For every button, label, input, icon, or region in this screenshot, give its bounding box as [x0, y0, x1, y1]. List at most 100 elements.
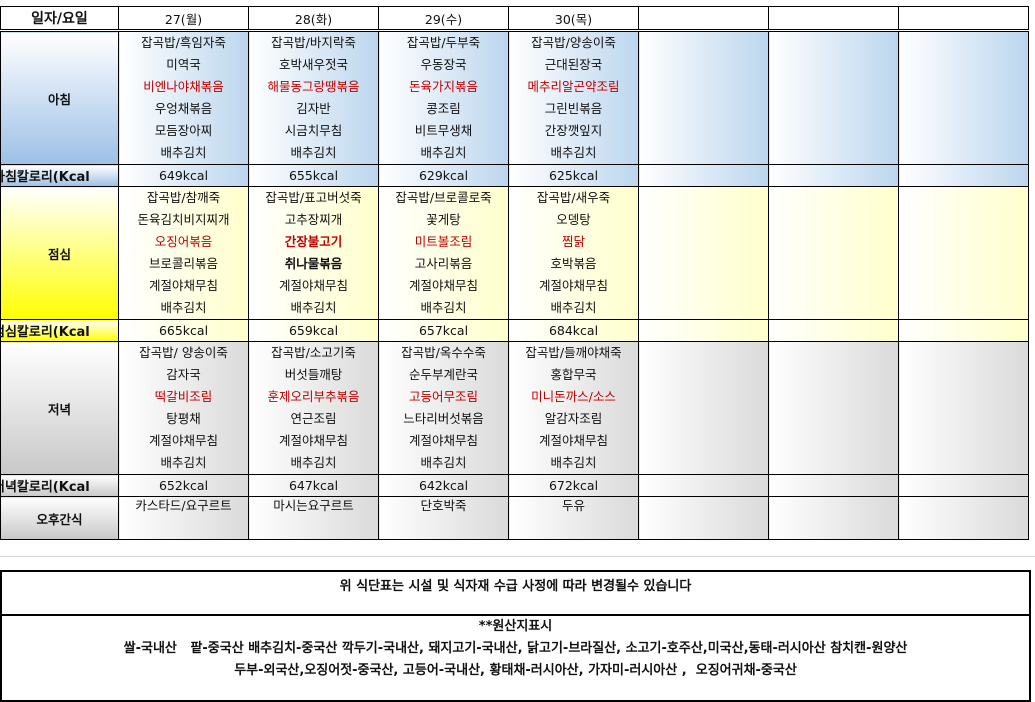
notice-text: 위 식단표는 시설 및 식자재 수급 사정에 따라 변경될수 있습니다: [339, 579, 692, 594]
day-header[interactable]: 29(수): [378, 6, 509, 32]
menu-item: 잡곡밥/참깨죽: [146, 190, 221, 205]
snack-cell[interactable]: 두유: [508, 496, 639, 540]
lunch-calorie-cell[interactable]: 665kcal: [118, 319, 249, 342]
menu-item: 호박볶음: [550, 256, 597, 271]
menu-item: 알감자조림: [544, 411, 603, 426]
breakfast-menu-cell[interactable]: 잡곡밥/양송이죽 근대된장국 메추리알곤약조림 그린빈볶음 간장깻잎지 배추김치: [508, 30, 639, 165]
snack-item: 마시는요구르트: [273, 498, 354, 513]
snack-cell[interactable]: 단호박죽: [378, 496, 509, 540]
breakfast-menu-cell[interactable]: 잡곡밥/흑임자죽 미역국 비엔나야채볶음 우엉채볶음 모듬장아찌 배추김치: [118, 30, 249, 165]
lunch-calorie-cell[interactable]: [638, 319, 769, 342]
dinner-calorie-cell[interactable]: [768, 474, 899, 497]
dinner-menu-cell[interactable]: 잡곡밥/소고기죽 버섯들깨탕 훈제오리부추볶음 연근조림 계절야채무침 배추김치: [248, 341, 379, 475]
dinner-calorie-cell[interactable]: 647kcal: [248, 474, 379, 497]
day-header[interactable]: [638, 6, 769, 32]
menu-item: 배추김치: [290, 455, 337, 470]
dinner-menu-cell[interactable]: [898, 341, 1029, 475]
menu-item: 잡곡밥/양송이죽: [531, 35, 616, 50]
lunch-calorie-cell[interactable]: 684kcal: [508, 319, 639, 342]
breakfast-calorie-cell[interactable]: [898, 164, 1029, 187]
lunch-menu-cell[interactable]: 잡곡밥/참깨죽 돈육김치비지찌개 오징어볶음 브로콜리볶음 계절야채무침 배추김치: [118, 186, 249, 320]
menu-item: 배추김치: [420, 455, 467, 470]
dinner-menu-cell[interactable]: [768, 341, 899, 475]
lunch-calorie-cell[interactable]: 659kcal: [248, 319, 379, 342]
dinner-menu-cell[interactable]: 잡곡밥/옥수수죽 순두부계란국 고등어무조림 느타리버섯볶음 계절야채무침 배추김치: [378, 341, 509, 475]
breakfast-calorie-cell[interactable]: 655kcal: [248, 164, 379, 187]
breakfast-menu-cell[interactable]: 잡곡밥/바지락죽 호박새우젓국 해물동그랑땡볶음 김자반 시금치무침 배추김치: [248, 30, 379, 165]
day-header[interactable]: 27(월): [118, 6, 249, 32]
snack-cell[interactable]: 마시는요구르트: [248, 496, 379, 540]
menu-item: 고등어무조림: [408, 389, 478, 404]
snack-cell[interactable]: [768, 496, 899, 540]
lunch-calorie-cell[interactable]: [898, 319, 1029, 342]
menu-item: 그린빈볶음: [544, 101, 603, 116]
menu-item: 미니돈까스/소스: [531, 389, 616, 404]
menu-item: 계절야채무침: [148, 278, 218, 293]
menu-item: 간장깻잎지: [544, 123, 603, 138]
dinner-calorie-cell[interactable]: [898, 474, 1029, 497]
breakfast-menu-cell[interactable]: [898, 30, 1029, 165]
dinner-menu-cell[interactable]: 잡곡밥/ 양송이죽 감자국 떡갈비조림 탕평채 계절야채무침 배추김치: [118, 341, 249, 475]
menu-item: 잡곡밥/새우죽: [536, 190, 611, 205]
dinner-menu-cell[interactable]: 잡곡밥/들깨야채죽 홍합무국 미니돈까스/소스 알감자조림 계절야채무침 배추김치: [508, 341, 639, 475]
lunch-menu-cell[interactable]: [638, 186, 769, 320]
menu-item: 계절야채무침: [538, 278, 608, 293]
lunch-menu-cell[interactable]: 잡곡밥/새우죽 오뎅탕 찜닭 호박볶음 계절야채무침 배추김치: [508, 186, 639, 320]
breakfast-calorie-cell[interactable]: [638, 164, 769, 187]
snack-item: 두유: [561, 498, 585, 513]
menu-item: 비엔나야채볶음: [143, 79, 224, 94]
menu-item: 미역국: [166, 57, 201, 72]
day-header[interactable]: [898, 6, 1029, 32]
breakfast-calorie-cell[interactable]: 629kcal: [378, 164, 509, 187]
breakfast-menu-cell[interactable]: 잡곡밥/두부죽 우동장국 돈육가지볶음 콩조림 비트무생채 배추김치: [378, 30, 509, 165]
dinner-calorie-cell[interactable]: [638, 474, 769, 497]
dinner-calorie-cell[interactable]: 652kcal: [118, 474, 249, 497]
dinner-menu-cell[interactable]: [638, 341, 769, 475]
snack-label: 오후간식: [0, 496, 119, 540]
snack-item: [900, 498, 1028, 516]
menu-item: 배추김치: [160, 455, 207, 470]
lunch-calorie-cell[interactable]: [768, 319, 899, 342]
menu-item: 메추리알곤약조림: [527, 79, 620, 94]
menu-item: 모듬장아찌: [154, 123, 213, 138]
snack-cell[interactable]: 카스타드/요구르트: [118, 496, 249, 540]
breakfast-calorie-cell[interactable]: 649kcal: [118, 164, 249, 187]
snack-cell[interactable]: [898, 496, 1029, 540]
day-header[interactable]: 30(목): [508, 6, 639, 32]
dinner-calorie-cell[interactable]: 642kcal: [378, 474, 509, 497]
menu-item: 배추김치: [550, 455, 597, 470]
menu-item: 고사리볶음: [414, 256, 473, 271]
day-header[interactable]: 28(화): [248, 6, 379, 32]
menu-item: 배추김치: [160, 300, 207, 315]
menu-item: 잡곡밥/ 양송이죽: [139, 345, 228, 360]
snack-item: 단호박죽: [420, 498, 467, 513]
menu-item: 감자국: [166, 367, 201, 382]
lunch-menu-cell[interactable]: 잡곡밥/표고버섯죽 고추장찌개 간장불고기 취나물볶음 계절야채무침 배추김치: [248, 186, 379, 320]
origin-title: **원산지표시: [478, 619, 553, 634]
breakfast-menu-cell[interactable]: [768, 30, 899, 165]
menu-item: 호박새우젓국: [278, 57, 348, 72]
menu-item: 배추김치: [290, 300, 337, 315]
snack-cell[interactable]: [638, 496, 769, 540]
breakfast-calorie-cell[interactable]: 625kcal: [508, 164, 639, 187]
menu-item: 계절야채무침: [148, 433, 218, 448]
menu-item: 계절야채무침: [278, 278, 348, 293]
menu-item: 배추김치: [160, 145, 207, 160]
lunch-menu-cell[interactable]: [898, 186, 1029, 320]
header-row: 일자/요일 27(월) 28(화) 29(수) 30(목): [0, 6, 1029, 32]
breakfast-calorie-cell[interactable]: [768, 164, 899, 187]
lunch-menu-cell[interactable]: 잡곡밥/브로콜로죽 꽃게탕 미트볼조림 고사리볶음 계절야채무침 배추김치: [378, 186, 509, 320]
meal-table: 일자/요일 27(월) 28(화) 29(수) 30(목) 아침 잡곡밥/흑임자죽 미역국 비엔…: [0, 6, 1029, 540]
menu-item: 배추김치: [550, 145, 597, 160]
menu-item: 잡곡밥/들깨야채죽: [525, 345, 622, 360]
menu-item: 우동장국: [420, 57, 467, 72]
menu-item: 느타리버섯볶음: [403, 411, 484, 426]
lunch-menu-cell[interactable]: [768, 186, 899, 320]
breakfast-menu-cell[interactable]: [638, 30, 769, 165]
dinner-calorie-cell[interactable]: 672kcal: [508, 474, 639, 497]
day-header[interactable]: [768, 6, 899, 32]
menu-item: 콩조림: [426, 101, 461, 116]
menu-item: 찜닭: [561, 234, 585, 249]
lunch-calorie-cell[interactable]: 657kcal: [378, 319, 509, 342]
snack-item: [640, 498, 768, 516]
